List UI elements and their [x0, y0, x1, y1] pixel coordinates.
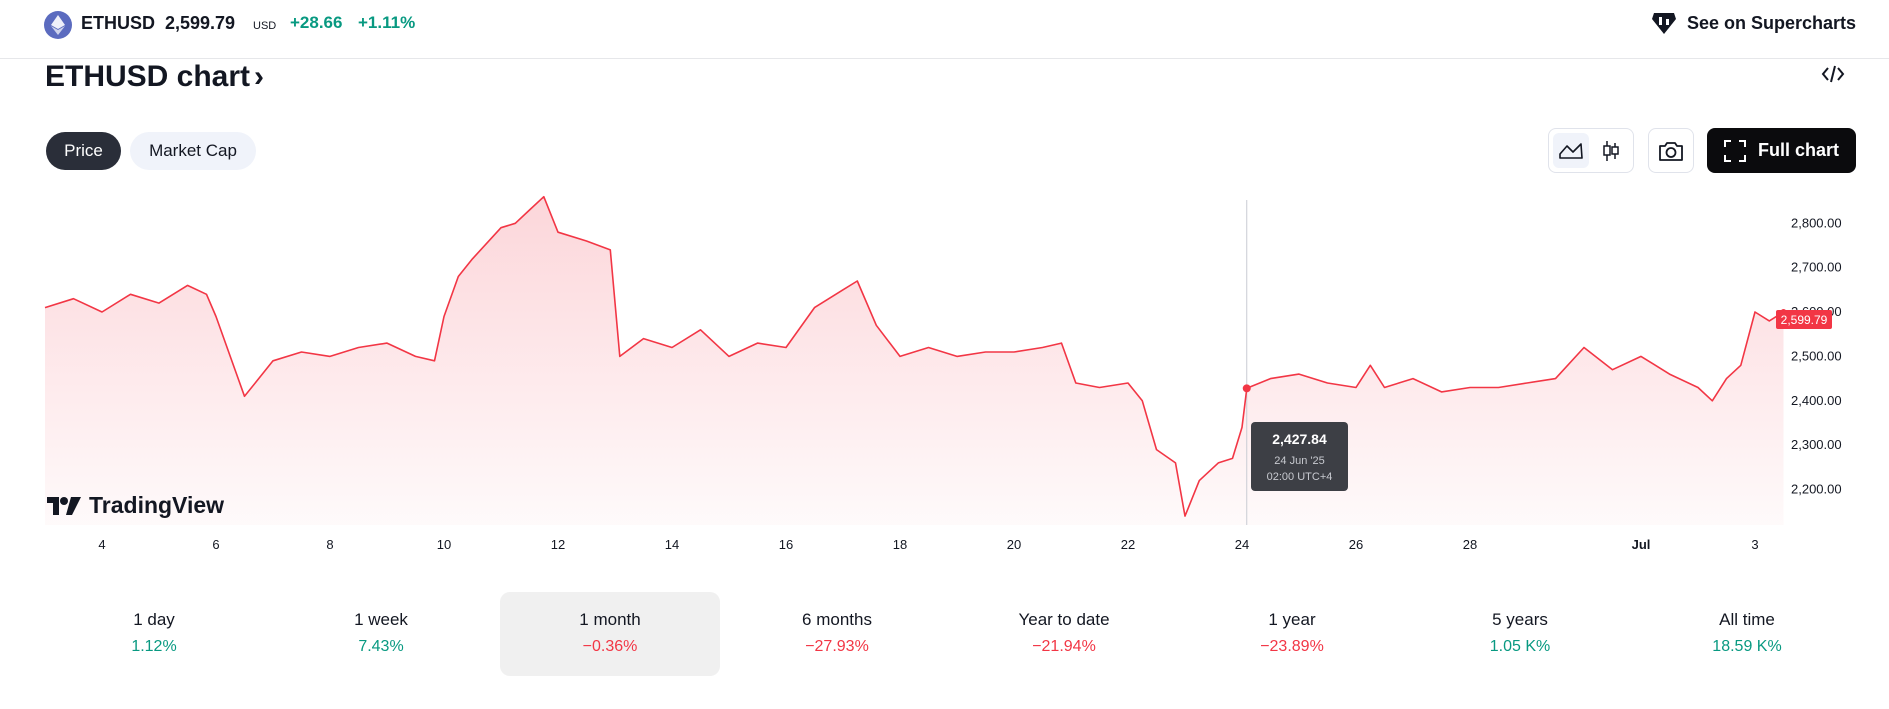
symbol-currency: USD: [253, 20, 277, 32]
tab-market-cap[interactable]: Market Cap: [130, 132, 256, 170]
chart-style-group: [1548, 128, 1634, 173]
area-chart-button[interactable]: [1553, 133, 1589, 168]
chart-title-link[interactable]: ETHUSD chart ›: [45, 60, 264, 94]
range-change: −27.93%: [805, 638, 869, 655]
range-all-time[interactable]: All time 18.59 K%: [1637, 592, 1857, 676]
full-chart-button[interactable]: Full chart: [1707, 128, 1856, 173]
tooltip-date: 24 Jun '25: [1274, 455, 1325, 467]
chart-title: ETHUSD chart: [45, 60, 251, 93]
range-label: All time: [1719, 610, 1775, 629]
full-chart-label: Full chart: [1757, 140, 1839, 160]
range-1-day[interactable]: 1 day 1.12%: [44, 592, 264, 676]
x-tick-label: 18: [893, 537, 907, 552]
y-tick-label: 2,400.00: [1791, 393, 1842, 408]
range-label: 1 day: [133, 610, 175, 629]
camera-icon: [1659, 141, 1683, 161]
x-tick-label: Jul: [1632, 537, 1651, 552]
last-price-label: 2,599.79: [1776, 310, 1832, 329]
x-tick-label: 10: [437, 537, 451, 552]
range-1-year[interactable]: 1 year −23.89%: [1182, 592, 1402, 676]
see-on-supercharts-link[interactable]: See on Supercharts: [1651, 11, 1856, 35]
ethereum-logo-icon: [44, 11, 72, 39]
y-tick-label: 2,200.00: [1791, 482, 1842, 497]
range-label: 6 months: [802, 610, 872, 629]
range-change: 18.59 K%: [1712, 638, 1782, 655]
price-chart[interactable]: 2,800.002,700.002,600.002,500.002,400.00…: [0, 190, 1889, 560]
price-area: [45, 196, 1784, 525]
crosshair-tooltip: 2,427.84 24 Jun '25 02:00 UTC+4: [1251, 422, 1348, 491]
range-change: 1.05 K%: [1489, 638, 1551, 655]
x-tick-label: 4: [98, 537, 105, 552]
x-tick-label: 12: [551, 537, 565, 552]
range-label: 5 years: [1492, 610, 1548, 629]
supercharts-label: See on Supercharts: [1686, 12, 1856, 33]
tab-price[interactable]: Price: [46, 132, 121, 170]
tradingview-logo: TradingView: [47, 492, 224, 519]
price-line: [44, 195, 1784, 517]
range-selector: 1 day 1.12% 1 week 7.43% 1 month −0.36% …: [44, 592, 1844, 676]
price-change-percent: +1.11%: [358, 13, 416, 32]
snapshot-button[interactable]: [1648, 128, 1694, 173]
candles-icon: [1603, 140, 1619, 161]
embed-code-icon[interactable]: [1821, 64, 1845, 89]
range-change: −23.89%: [1260, 638, 1324, 655]
range-change: 1.12%: [131, 638, 177, 655]
x-tick-label: 28: [1463, 537, 1477, 552]
x-tick-label: 8: [326, 537, 333, 552]
tradingview-logo-icon: [47, 496, 81, 515]
symbol-name: ETHUSD: [81, 13, 156, 33]
x-tick-label: 6: [212, 537, 219, 552]
x-tick-label: 26: [1349, 537, 1363, 552]
area-chart-icon: [1559, 142, 1583, 159]
chevron-right-icon: ›: [254, 60, 265, 93]
range-year-to-date[interactable]: Year to date −21.94%: [954, 592, 1174, 676]
y-tick-label: 2,500.00: [1791, 348, 1842, 363]
y-tick-label: 2,300.00: [1791, 437, 1842, 452]
range-change: −0.36%: [582, 638, 638, 655]
x-tick-label: 20: [1007, 537, 1021, 552]
x-tick-label: 24: [1235, 537, 1249, 552]
x-axis: 4 6 8 10 12 14 16 18 20 22 24 26 28 Jul 3: [98, 537, 1758, 552]
y-tick-label: 2,700.00: [1791, 260, 1842, 275]
range-1-month[interactable]: 1 month −0.36%: [500, 592, 720, 676]
range-label: 1 year: [1268, 610, 1316, 629]
range-6-months[interactable]: 6 months −27.93%: [727, 592, 947, 676]
range-5-years[interactable]: 5 years 1.05 K%: [1410, 592, 1630, 676]
x-tick-label: 22: [1121, 537, 1135, 552]
symbol-price: 2,599.79: [165, 13, 236, 33]
supercharts-icon: [1651, 13, 1676, 34]
range-label: 1 month: [579, 610, 641, 629]
range-label: Year to date: [1018, 610, 1110, 629]
y-tick-label: 2,800.00: [1791, 215, 1842, 230]
fullscreen-icon: [1723, 139, 1746, 162]
x-tick-label: 3: [1751, 537, 1758, 552]
tooltip-time: 02:00 UTC+4: [1266, 471, 1333, 483]
tooltip-price: 2,427.84: [1272, 431, 1327, 447]
y-axis: 2,800.002,700.002,600.002,500.002,400.00…: [1791, 215, 1842, 496]
top-bar: ETHUSD 2,599.79 USD +28.66 +1.11% See on…: [0, 0, 1889, 59]
tradingview-wordmark: TradingView: [89, 492, 225, 518]
range-1-week[interactable]: 1 week 7.43%: [271, 592, 491, 676]
price-change: +28.66: [290, 13, 343, 32]
candles-button[interactable]: [1593, 133, 1629, 168]
range-label: 1 week: [354, 610, 408, 629]
x-tick-label: 16: [779, 537, 793, 552]
range-change: −21.94%: [1032, 638, 1096, 655]
crosshair-point: [1242, 384, 1251, 393]
x-tick-label: 14: [665, 537, 679, 552]
range-change: 7.43%: [358, 638, 404, 655]
